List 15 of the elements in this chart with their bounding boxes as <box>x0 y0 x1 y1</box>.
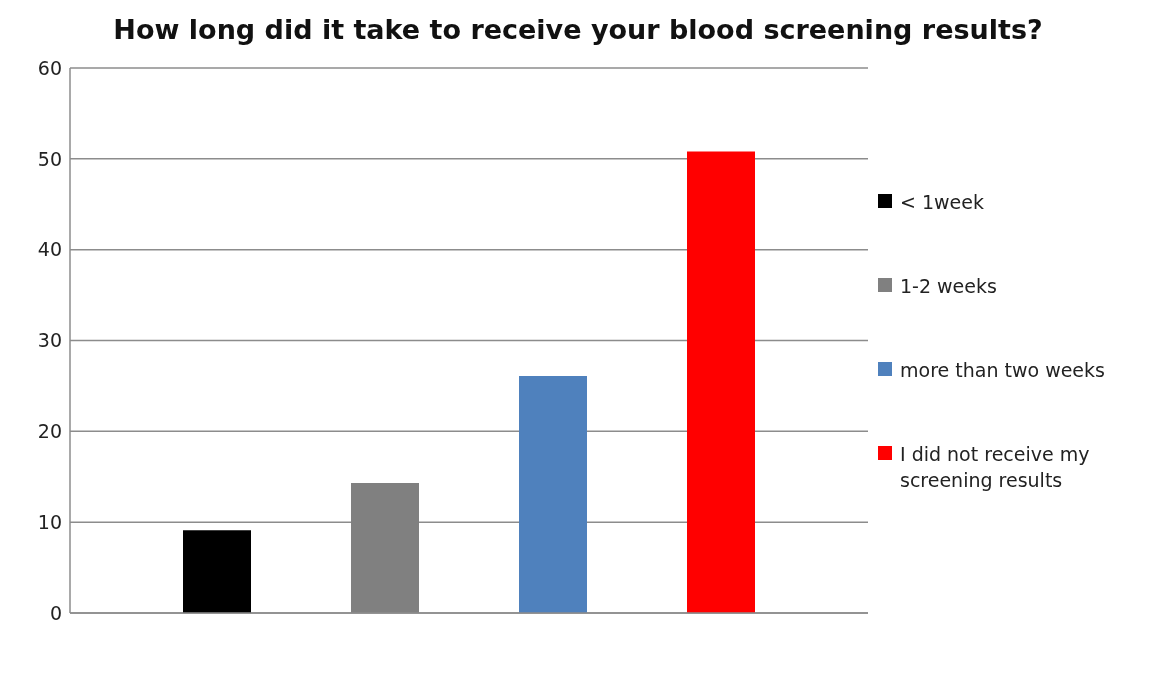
y-tick-label: 30 <box>37 329 62 352</box>
y-tick-label: 0 <box>49 601 62 624</box>
legend-label: < 1week <box>900 190 984 215</box>
y-tick-label: 60 <box>37 56 62 79</box>
bar <box>519 375 587 613</box>
y-tick-label: 50 <box>37 147 62 170</box>
bar <box>183 530 251 613</box>
legend-label: more than two weeks <box>900 358 1105 383</box>
chart-title: How long did it take to receive your blood screening results? <box>112 13 1044 47</box>
y-tick-label: 20 <box>37 420 62 443</box>
bar <box>687 151 755 613</box>
legend-label: I did not receive my screening results <box>900 442 1091 493</box>
y-tick-label: 10 <box>37 510 62 533</box>
legend-label: 1-2 weeks <box>900 274 997 299</box>
y-tick-label: 40 <box>37 238 62 261</box>
